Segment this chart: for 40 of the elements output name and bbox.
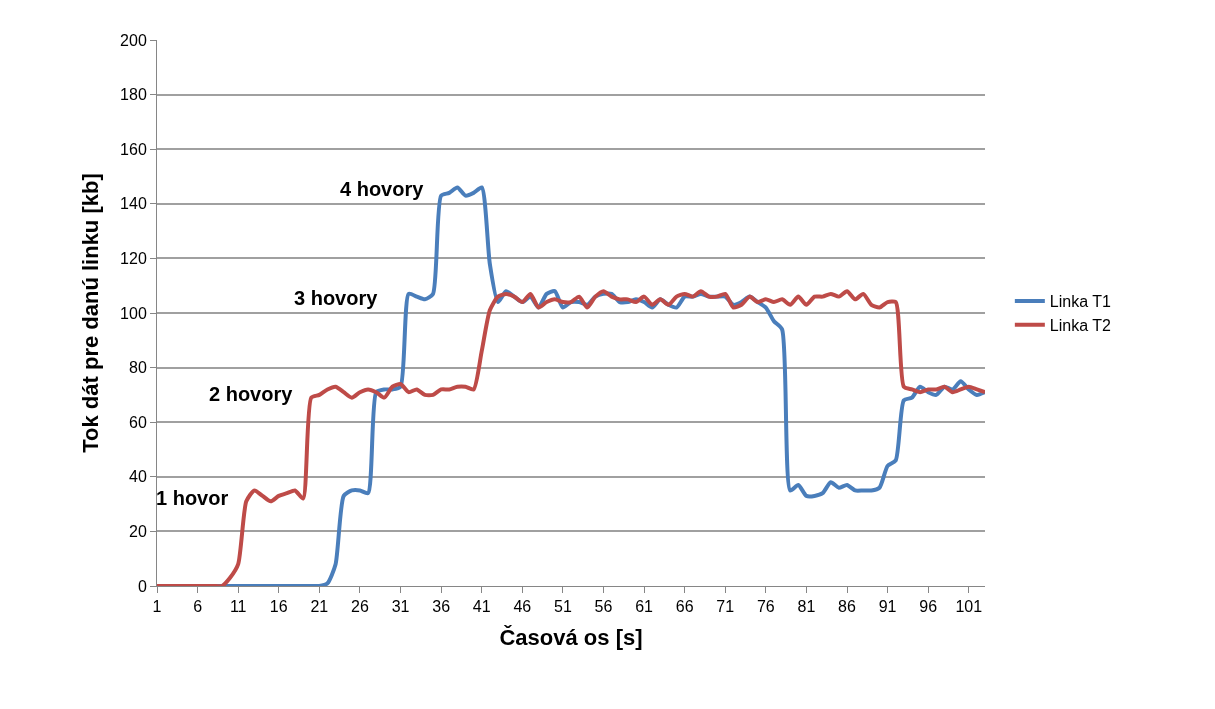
x-tick-label: 36 (432, 598, 451, 616)
y-tick-label: 40 (129, 468, 147, 486)
y-tick-label: 140 (120, 195, 147, 213)
y-tick-label: 100 (120, 304, 147, 322)
x-tick-label: 66 (675, 598, 694, 616)
y-tick-label: 120 (120, 250, 147, 267)
y-tick-label: 160 (120, 140, 147, 158)
y-tick-label: 80 (129, 359, 147, 377)
x-tick-label: 71 (716, 598, 735, 616)
x-tick-label: 86 (838, 598, 856, 616)
x-tick-label: 1 (152, 598, 162, 616)
x-tick-label: 11 (229, 598, 247, 616)
x-tick-label: 51 (553, 598, 572, 616)
x-tick-label: 41 (472, 598, 491, 616)
y-axis-title: Tok dát pre danú linku [kb] (77, 173, 103, 453)
annotation: 4 hovory (340, 178, 425, 200)
annotation: 3 hovory (294, 287, 379, 309)
x-tick-label: 91 (878, 598, 897, 616)
y-tick-label: 200 (120, 31, 147, 49)
x-tick-label: 6 (193, 598, 203, 616)
x-tick-label: 61 (635, 598, 654, 616)
x-tick-label: 56 (594, 598, 613, 616)
y-tick-label: 20 (129, 523, 147, 540)
y-tick-label: 0 (137, 577, 147, 595)
x-tick-label: 96 (919, 598, 938, 616)
x-tick-label: 46 (513, 598, 532, 616)
y-tick-label: 60 (129, 413, 147, 431)
x-tick-label: 101 (955, 598, 983, 616)
x-tick-label: 31 (391, 598, 410, 616)
annotation: 2 hovory (209, 383, 294, 405)
x-tick-label: 26 (351, 598, 369, 616)
x-axis-title: Časová os [s] (499, 625, 643, 651)
x-tick-label: 81 (797, 598, 816, 616)
x-tick-label: 76 (756, 598, 775, 616)
x-tick-label: 21 (310, 598, 329, 616)
annotation: 1 hovor (156, 487, 229, 509)
legend-label: Linka T1 (1049, 293, 1112, 311)
x-tick-label: 16 (269, 598, 288, 616)
legend-label: Linka T2 (1049, 316, 1112, 334)
y-tick-label: 180 (120, 86, 147, 104)
